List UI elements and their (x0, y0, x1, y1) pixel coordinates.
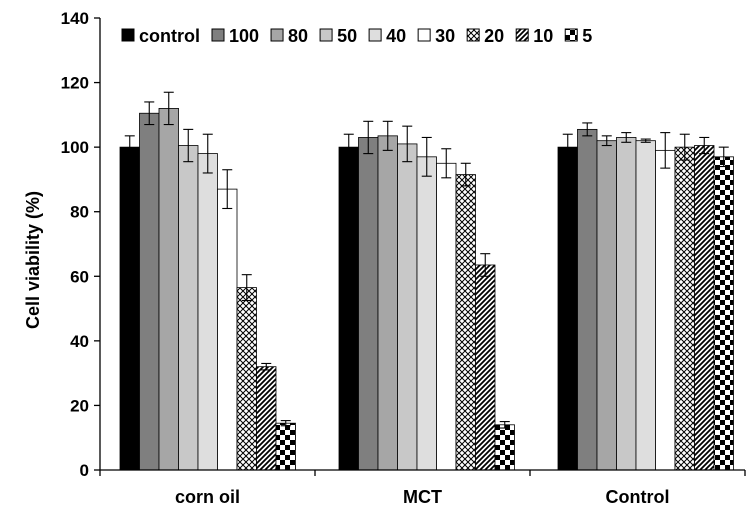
legend-swatch (515, 28, 529, 42)
legend-swatch (466, 28, 480, 42)
bar-80-corn-oil (158, 108, 179, 471)
legend-label: 30 (435, 26, 455, 46)
legend-swatch (417, 28, 431, 42)
bar-50-mct (397, 143, 418, 471)
category-label: corn oil (175, 487, 240, 507)
legend-item-100: 100 (211, 26, 259, 46)
bar-100-corn-oil (139, 112, 160, 471)
bar-10-mct (475, 264, 496, 471)
category-label: MCT (403, 487, 442, 507)
y-tick-label: 100 (61, 138, 89, 157)
bar-20-control (674, 146, 695, 471)
bar-40-corn-oil (197, 153, 218, 471)
bar-control-control (557, 146, 578, 471)
bar-50-corn-oil (178, 145, 199, 471)
bar-5-control (713, 156, 734, 471)
legend-swatch (270, 28, 284, 42)
bar-30-corn-oil (217, 188, 238, 471)
bar-10-corn-oil (256, 366, 277, 471)
legend-label: 50 (337, 26, 357, 46)
y-tick-label: 40 (70, 332, 89, 351)
bar-control-corn-oil (119, 146, 140, 471)
bar-5-corn-oil (275, 422, 296, 471)
legend-swatch (121, 28, 135, 42)
y-axis-title: Cell viability (%) (23, 191, 43, 329)
y-tick-label: 140 (61, 9, 89, 28)
bar-5-mct (494, 424, 515, 471)
legend-label: 20 (484, 26, 504, 46)
error-bars-group (124, 91, 729, 429)
bar-30-control (655, 149, 676, 471)
legend-item-50: 50 (319, 26, 357, 46)
bar-40-mct (416, 156, 437, 471)
legend-swatch (564, 28, 578, 42)
bar-80-control (596, 140, 617, 471)
bar-20-mct (455, 174, 476, 471)
legend-label: 40 (386, 26, 406, 46)
legend-item-control: control (121, 26, 200, 46)
y-tick-label: 0 (80, 461, 89, 480)
legend-swatch (211, 28, 225, 42)
legend-item-40: 40 (368, 26, 406, 46)
bar-30-mct (436, 162, 457, 471)
legend-item-80: 80 (270, 26, 308, 46)
legend-swatch (319, 28, 333, 42)
y-axis-ticks: 0 20 40 60 80 100 120 140 (61, 9, 100, 480)
bar-40-control (635, 140, 656, 471)
legend-item-20: 20 (466, 26, 504, 46)
legend-label: 80 (288, 26, 308, 46)
bar-50-control (616, 137, 637, 471)
bar-100-control (577, 128, 598, 471)
legend-swatch (368, 28, 382, 42)
bar-100-mct (358, 137, 379, 471)
y-tick-label: 80 (70, 203, 89, 222)
legend: control 100 80 50 40 30 20 10 5 (121, 26, 592, 46)
bar-80-mct (377, 135, 398, 471)
category-labels: corn oil MCT Control (175, 487, 670, 507)
y-tick-label: 60 (70, 267, 89, 286)
axes-group (99, 18, 746, 476)
bar-control-mct (338, 146, 359, 471)
y-tick-label: 120 (61, 74, 89, 93)
legend-item-30: 30 (417, 26, 455, 46)
legend-label: 10 (533, 26, 553, 46)
category-label: Control (606, 487, 670, 507)
bar-20-corn-oil (236, 287, 257, 471)
legend-item-5: 5 (564, 26, 592, 46)
legend-label: 100 (229, 26, 259, 46)
bar-10-control (694, 145, 715, 471)
legend-item-10: 10 (515, 26, 553, 46)
y-tick-label: 20 (70, 396, 89, 415)
legend-label: control (139, 26, 200, 46)
legend-label: 5 (582, 26, 592, 46)
